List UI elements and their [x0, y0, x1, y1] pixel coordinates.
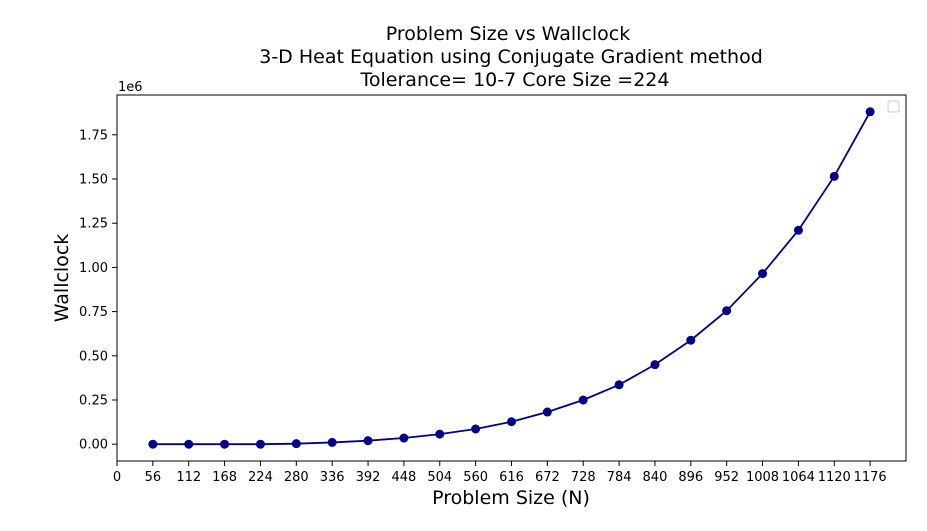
x-tick-label: 728 [571, 470, 596, 485]
y-axis: 0.00 0.25 0.50 0.75 1.00 1.25 1.50 1.75 [79, 128, 117, 453]
x-tick-label: 672 [535, 470, 560, 485]
legend-box [887, 100, 900, 113]
data-point [255, 439, 265, 449]
data-point [865, 107, 875, 117]
plot-area-frame [116, 94, 907, 462]
x-tick-label: 896 [678, 470, 703, 485]
y-tick-label: 1.50 [79, 172, 108, 187]
data-point [291, 439, 301, 449]
data-point [578, 395, 588, 405]
data-point [650, 360, 660, 370]
y-tick-label: 0.25 [79, 394, 108, 409]
x-tick-label: 840 [643, 470, 668, 485]
x-tick-label: 0 [113, 470, 121, 485]
y-tick-label: 0.00 [79, 438, 108, 453]
data-point [399, 433, 409, 443]
data-point [220, 439, 230, 449]
chart-title-line-3: Tolerance= 10-7 Core Size =224 [360, 69, 670, 91]
data-point [507, 417, 516, 427]
data-point [829, 171, 839, 181]
y-offset-text: 1e6 [118, 80, 143, 95]
data-point [542, 407, 552, 417]
data-point [793, 225, 803, 235]
data-point [327, 437, 337, 447]
x-tick-label: 392 [356, 470, 381, 485]
y-axis-label: Wallclock [51, 234, 73, 323]
y-tick-label: 0.75 [79, 305, 108, 320]
x-tick-label: 168 [212, 470, 237, 485]
x-tick-label: 504 [427, 470, 452, 485]
x-tick-label: 1064 [782, 470, 815, 485]
data-point [363, 436, 373, 446]
chart-title-line-1: Problem Size vs Wallclock [386, 23, 631, 45]
data-point [758, 269, 768, 279]
data-point [614, 380, 624, 390]
y-tick-label: 0.50 [79, 349, 108, 364]
data-point [686, 335, 696, 345]
x-tick-label: 952 [714, 470, 739, 485]
x-tick-label: 336 [320, 470, 345, 485]
x-tick-label: 616 [499, 470, 524, 485]
data-point [435, 429, 445, 439]
data-point [184, 439, 194, 449]
x-tick-label: 1008 [746, 470, 779, 485]
y-tick-label: 1.25 [79, 217, 108, 232]
y-tick-label: 1.00 [79, 261, 108, 276]
x-tick-label: 1176 [854, 470, 887, 485]
data-point [722, 306, 732, 316]
x-tick-label: 560 [463, 470, 488, 485]
data-point [471, 424, 481, 434]
x-tick-label: 224 [248, 470, 273, 485]
x-tick-label: 56 [145, 470, 162, 485]
x-tick-label: 280 [284, 470, 309, 485]
data-point [148, 439, 158, 449]
x-tick-label: 784 [607, 470, 632, 485]
chart-title-line-2: 3-D Heat Equation using Conjugate Gradie… [259, 46, 763, 68]
x-axis-label: Problem Size (N) [432, 487, 590, 509]
x-tick-label: 1120 [818, 470, 851, 485]
x-axis: 0 56 112 168 224 280 336 392 448 504 560 616 672 728 7… [113, 461, 887, 485]
x-tick-label: 448 [391, 470, 416, 485]
series-group [148, 107, 875, 449]
x-tick-label: 112 [176, 470, 201, 485]
y-tick-label: 1.75 [79, 128, 108, 143]
